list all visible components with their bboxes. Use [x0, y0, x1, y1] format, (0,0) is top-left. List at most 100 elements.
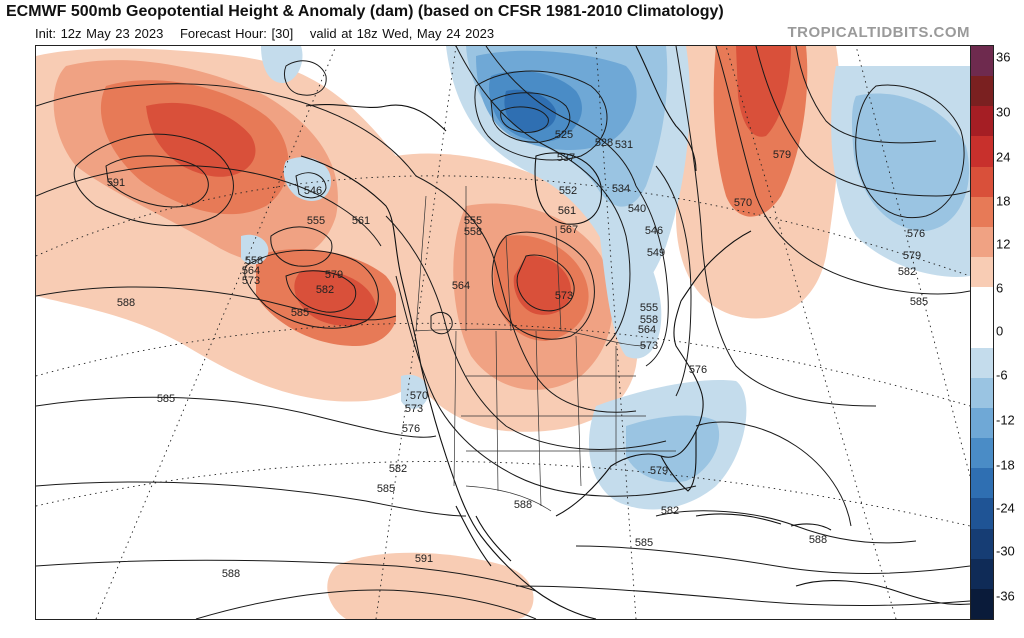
south-america-outline — [795, 580, 970, 605]
hispaniola-outline — [790, 523, 832, 531]
us-canada-border — [413, 328, 647, 347]
colorbar-tick-label: -18 — [996, 457, 1015, 473]
colorbar-tick-label: -12 — [996, 412, 1015, 428]
colorbar-segment — [971, 528, 993, 560]
gulf-coast-outline — [555, 390, 704, 517]
colorbar-segment — [971, 588, 993, 620]
contour-label: 555 — [307, 215, 325, 227]
height-contour-line — [855, 84, 965, 218]
height-contour-line — [575, 545, 970, 574]
contour-label: 585 — [635, 537, 653, 549]
height-contour-line — [490, 92, 571, 143]
greenland-outline — [635, 46, 697, 172]
colorbar-tick-label: -6 — [996, 367, 1008, 383]
colorbar-tick-label: 24 — [996, 149, 1011, 165]
colorbar-tick-label: -24 — [996, 500, 1015, 516]
height-contour-line — [395, 275, 697, 497]
contour-label: 588 — [222, 568, 240, 580]
contour-label: 591 — [107, 177, 125, 189]
contour-label: 585 — [291, 307, 309, 319]
colorbar-tick-label: 12 — [996, 236, 1011, 252]
contour-label: 576 — [402, 423, 420, 435]
height-contour-line — [36, 286, 397, 321]
anomaly-fill-ne-pacific-lobe-core — [294, 270, 376, 326]
colorbar-segment — [971, 377, 993, 409]
forecast-hour: Forecast Hour: [30] — [179, 26, 294, 41]
height-contour-line — [284, 60, 327, 96]
map-title: ECMWF 500mb Geopotential Height & Anomal… — [6, 3, 724, 20]
height-contour-line — [755, 46, 970, 197]
height-contour-line — [36, 559, 537, 592]
west-coast-outline — [300, 155, 597, 619]
height-contour-line — [36, 481, 467, 517]
contour-label: 564 — [638, 324, 656, 336]
colorbar-tick-label: 0 — [996, 323, 1004, 339]
colorbar-segment — [971, 106, 993, 137]
contour-label: 564 — [242, 265, 260, 277]
contour-label: 546 — [304, 185, 322, 197]
colorbar-tick-label: 30 — [996, 104, 1011, 120]
height-contour-line — [244, 249, 379, 329]
contour-label: 531 — [615, 139, 633, 151]
contour-label: 555 — [640, 302, 658, 314]
colorbar-segment — [971, 558, 993, 590]
height-contours — [36, 46, 970, 619]
contour-label: 585 — [910, 296, 928, 308]
height-contour-line — [795, 46, 937, 144]
contour-label: 582 — [316, 284, 334, 296]
colorbar-tick-label: -36 — [996, 588, 1015, 604]
colorbar-segment — [971, 76, 993, 107]
anomaly-fill-bering-low — [261, 46, 303, 84]
height-contour-line — [270, 226, 333, 267]
colorbar-segment — [971, 438, 993, 469]
map-panel: 591 546 555 561 558 564 573 579 582 585 588 585 564 5… — [35, 45, 971, 620]
height-contour-line — [36, 165, 382, 247]
colorbar-segment — [971, 317, 993, 349]
anomaly-fill-north-atlantic-low-core — [851, 93, 970, 231]
height-contour-line — [105, 155, 209, 208]
height-contour-line — [515, 585, 970, 607]
init-time: Init: 12z May 23 2023 — [35, 26, 164, 41]
lat-line-30 — [36, 461, 970, 527]
height-contour-line — [385, 215, 667, 450]
colorbar-segment — [971, 257, 993, 288]
contour-label: 570 — [734, 197, 752, 209]
height-contour-line — [516, 254, 575, 312]
height-contour-line — [655, 165, 692, 397]
contour-label: 558 — [464, 226, 482, 238]
colorbar-segment — [971, 46, 993, 77]
height-contour-line — [491, 231, 595, 340]
height-contour-line — [675, 46, 877, 407]
contour-label: 582 — [898, 266, 916, 278]
height-contour-line — [485, 46, 637, 187]
colorbar-segment — [971, 166, 993, 198]
height-contour-line — [73, 133, 234, 227]
valid-time: valid at 18z Wed, May 24 2023 — [309, 26, 495, 41]
contour-label: 564 — [452, 280, 470, 292]
contour-label: 573 — [242, 275, 260, 287]
contour-label: 588 — [514, 499, 532, 511]
colorbar-segment — [971, 498, 993, 530]
contour-label: 579 — [650, 465, 668, 477]
contour-label: 561 — [352, 215, 370, 227]
colorbar-segment — [971, 347, 993, 379]
contour-label: 558 — [245, 255, 263, 267]
lon-line-150w — [95, 46, 337, 619]
anomaly-fill-greenland-ridge-peak — [736, 46, 791, 137]
height-contour-line — [455, 46, 631, 347]
contour-label: 573 — [555, 290, 573, 302]
anomaly-fill-alaska-low — [283, 157, 331, 201]
colorbar-tick-label: 36 — [996, 49, 1011, 65]
contour-label: 585 — [157, 393, 175, 405]
contour-label: 582 — [389, 463, 407, 475]
height-contour-line — [695, 421, 852, 527]
colorbar-segment — [971, 407, 993, 439]
height-contour-line — [500, 106, 549, 133]
height-contour-line — [285, 270, 357, 313]
contour-label: 567 — [560, 224, 578, 236]
contour-label: 576 — [907, 228, 925, 240]
contour-label: 525 — [555, 129, 573, 141]
contour-label: 573 — [640, 340, 658, 352]
north-slope-outline — [305, 104, 447, 132]
contour-label: 540 — [628, 203, 646, 215]
